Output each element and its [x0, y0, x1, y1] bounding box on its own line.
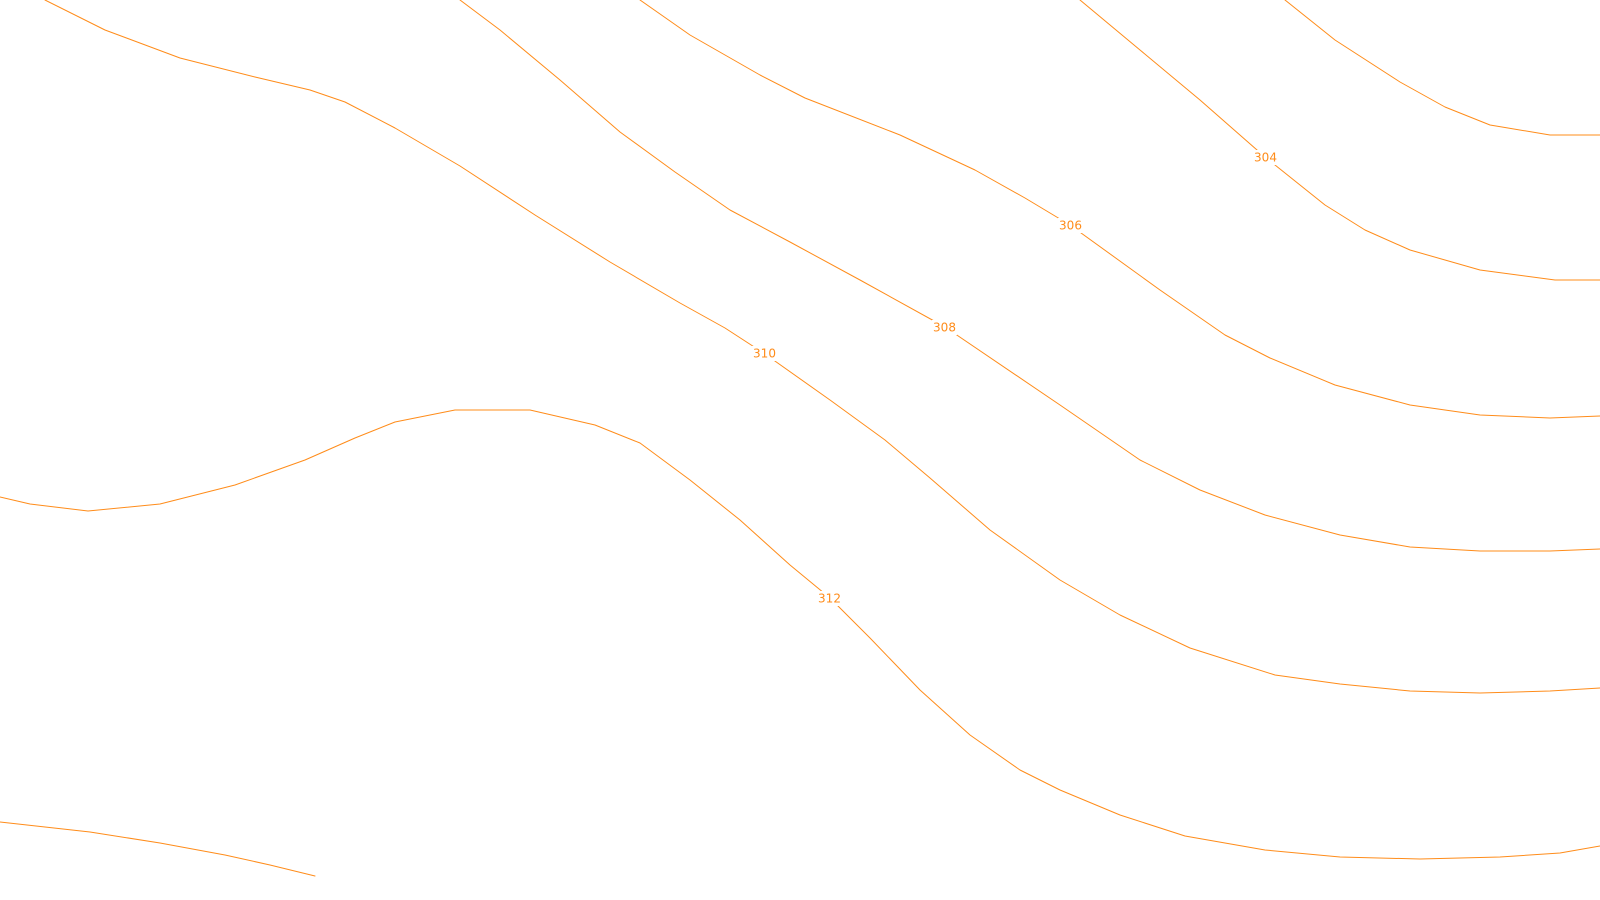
contour-label-306: 306: [1058, 218, 1083, 233]
contour-line-308: [459, 0, 1600, 552]
contour-label-310-text: 310: [753, 347, 776, 361]
contour-label-304-text: 304: [1254, 151, 1277, 165]
contour-label-310: 310: [752, 346, 777, 361]
contour-label-308-text: 308: [933, 321, 956, 335]
contour-line-312: [0, 409, 1600, 860]
contour-line-302: [1284, 0, 1600, 136]
contour-label-304: 304: [1253, 150, 1278, 165]
contour-label-308: 308: [932, 320, 957, 335]
contour-line-310: [44, 0, 1600, 694]
contour-label-312: 312: [817, 591, 842, 606]
contour-label-306-text: 306: [1059, 219, 1082, 233]
contour-line-306: [639, 0, 1600, 419]
contour-label-312-text: 312: [818, 592, 841, 606]
contour-line-314: [0, 821, 316, 877]
contour-line-304: [1079, 0, 1600, 281]
